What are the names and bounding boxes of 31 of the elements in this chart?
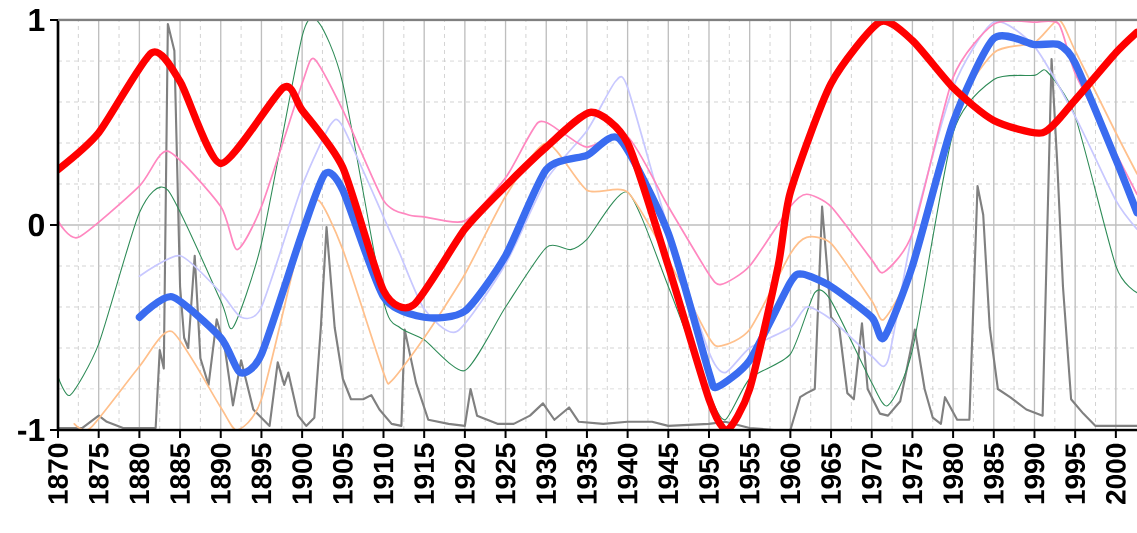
x-tick-label: 1940 (617, 443, 638, 504)
x-tick-label: 1960 (780, 443, 801, 504)
y-tick-label: 0 (28, 213, 44, 237)
x-tick-label: 1980 (943, 443, 964, 504)
x-tick-label: 1950 (699, 443, 719, 504)
y-tick-label: 1 (29, 8, 45, 32)
x-tick-label: 1930 (536, 443, 557, 504)
x-tick-label: 1915 (414, 443, 435, 504)
x-tick-label: 1885 (170, 443, 190, 504)
x-tick-label: 1895 (251, 443, 272, 504)
x-tick-label: 1925 (495, 443, 516, 504)
x-tick-label: 1975 (902, 443, 923, 504)
x-tick-label: 1880 (129, 443, 150, 504)
x-tick-label: 1905 (332, 443, 353, 504)
x-tick-label: 1900 (292, 443, 313, 504)
x-tick-label: 1935 (577, 443, 597, 504)
x-tick-label: 1870 (48, 443, 68, 504)
x-tick-label: 1945 (658, 443, 679, 504)
x-tick-label: 1990 (1024, 443, 1045, 504)
x-tick-label: 1920 (454, 443, 475, 504)
y-tick-label: -1 (18, 418, 45, 442)
x-tick-label: 1890 (210, 443, 231, 504)
x-tick-label: 1910 (373, 443, 394, 504)
x-tick-label: 1965 (821, 443, 841, 504)
x-tick-label: 1995 (1065, 443, 1086, 504)
x-tick-label: 1875 (88, 443, 109, 504)
line-series (58, 20, 1137, 286)
x-tick-label: 1985 (983, 443, 1004, 504)
x-tick-label: 2000 (1105, 443, 1126, 505)
x-tick-label: 1955 (739, 443, 760, 504)
x-tick-label: 1970 (861, 443, 882, 504)
